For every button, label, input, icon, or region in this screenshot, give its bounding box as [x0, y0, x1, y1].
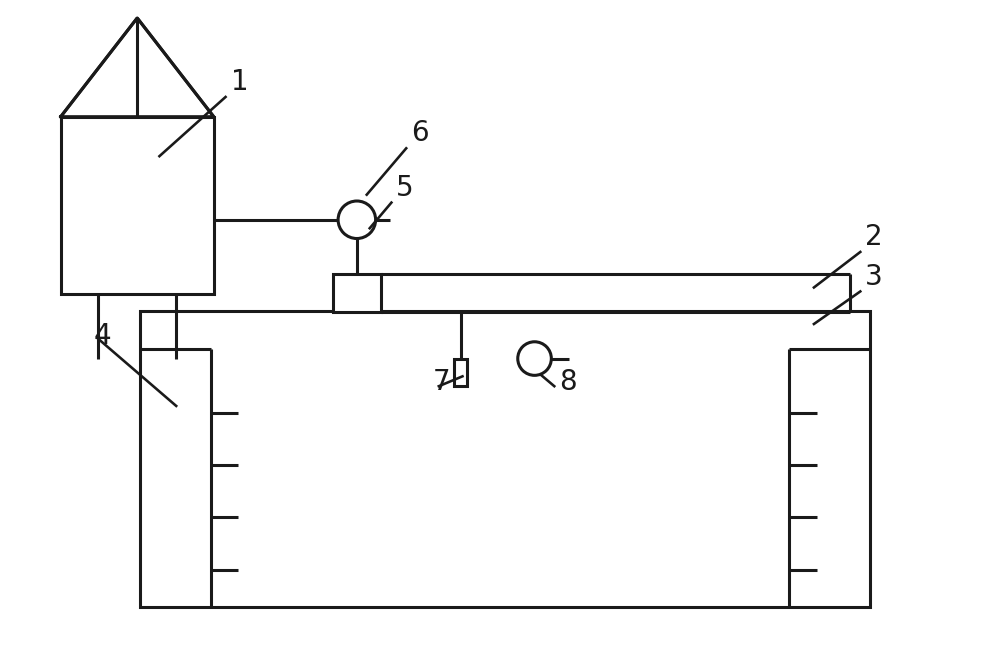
Bar	[140, 311, 870, 607]
Text: 2: 2	[865, 223, 883, 251]
Text: 7: 7	[433, 368, 450, 396]
Circle shape	[338, 201, 376, 239]
Text: 5: 5	[396, 174, 414, 202]
Circle shape	[518, 342, 551, 375]
Text: 4: 4	[93, 322, 111, 350]
Bar	[333, 274, 381, 312]
Text: 8: 8	[559, 368, 577, 396]
Bar	[454, 358, 467, 386]
Text: 6: 6	[411, 119, 429, 147]
Bar	[61, 117, 214, 295]
Text: 1: 1	[231, 68, 249, 96]
Text: 3: 3	[865, 262, 883, 291]
